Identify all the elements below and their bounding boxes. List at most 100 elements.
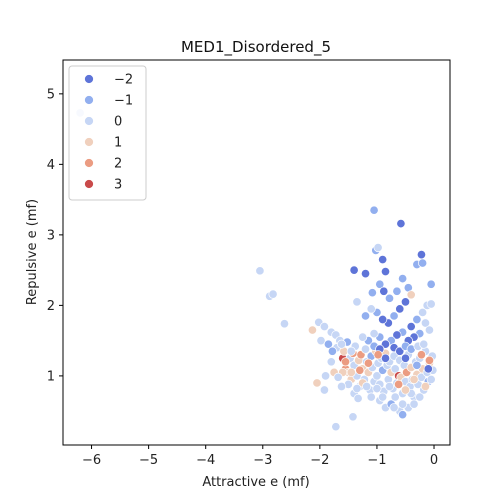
x-tick-label: −5 (139, 453, 158, 468)
x-tick-label: −1 (367, 453, 386, 468)
data-point (372, 384, 382, 394)
x-tick-label: −3 (253, 453, 272, 468)
data-point (366, 392, 376, 402)
data-point (420, 318, 431, 328)
data-point (424, 325, 434, 335)
data-point (384, 381, 395, 392)
legend-marker (84, 116, 94, 126)
data-point (355, 365, 365, 375)
data-point (380, 353, 391, 363)
data-point (348, 412, 358, 422)
data-point (409, 374, 419, 384)
y-tick-label: 2 (47, 299, 55, 314)
data-point (406, 321, 416, 332)
x-axis-ticks: −6 −5 −4 −3 −2 −1 0 (82, 445, 438, 468)
data-point (426, 374, 436, 384)
data-point (369, 329, 379, 339)
legend-entry: 1 (84, 136, 122, 151)
data-point (346, 346, 356, 356)
data-point (255, 266, 265, 276)
data-point (331, 422, 341, 432)
data-point (352, 297, 362, 307)
data-point (400, 353, 411, 363)
data-point (426, 279, 436, 289)
legend-entry: −2 (84, 73, 133, 88)
data-point (333, 372, 343, 382)
legend: −2 −1 0 1 2 3 (68, 65, 147, 201)
data-point (416, 250, 427, 260)
data-point (327, 346, 337, 356)
legend-marker (84, 179, 94, 189)
data-point (360, 344, 371, 354)
legend-label: 2 (114, 157, 122, 172)
data-point (406, 290, 416, 300)
data-point (412, 360, 422, 370)
data-point (326, 357, 336, 367)
data-point (378, 392, 388, 402)
points-layer (75, 108, 438, 432)
data-point (363, 358, 373, 368)
legend-entries: −2 −1 0 1 2 3 (84, 73, 133, 193)
data-point (321, 371, 331, 381)
data-point (392, 286, 402, 296)
y-tick-label: 4 (47, 158, 55, 173)
data-point (426, 299, 436, 309)
data-point (380, 266, 391, 277)
x-tick-label: −4 (196, 453, 215, 468)
chart-title: MED1_Disordered_5 (181, 38, 331, 57)
y-axis-label: Repulsive e (mf) (25, 199, 40, 305)
data-point (319, 321, 329, 332)
data-point (400, 385, 411, 395)
data-point (392, 330, 402, 340)
data-point (396, 219, 406, 229)
data-point (366, 304, 376, 314)
data-point (340, 357, 351, 367)
data-point (375, 279, 385, 289)
data-point (418, 307, 428, 317)
plot-frame (62, 59, 451, 446)
data-point (420, 381, 431, 392)
data-point (373, 243, 383, 253)
data-point (360, 269, 371, 279)
data-point (418, 258, 428, 268)
legend-box (68, 65, 147, 201)
data-point (312, 378, 322, 388)
data-point (423, 364, 433, 374)
data-point (419, 339, 429, 349)
data-point (390, 392, 400, 402)
data-point (352, 384, 362, 394)
data-point (372, 371, 382, 381)
data-point (279, 319, 290, 329)
legend-entry: −1 (84, 94, 133, 109)
data-point (346, 367, 356, 377)
x-tick-label: 0 (430, 453, 438, 468)
x-tick-label: −2 (310, 453, 329, 468)
data-point (389, 403, 399, 413)
y-tick-label: 1 (47, 369, 55, 384)
data-point (416, 350, 427, 360)
data-point (373, 350, 383, 360)
data-point (367, 288, 377, 298)
data-point (398, 274, 408, 284)
legend-label: 1 (114, 136, 122, 151)
data-point (424, 355, 434, 365)
data-point (398, 399, 408, 409)
legend-label: −1 (114, 94, 133, 109)
data-point (358, 332, 368, 342)
data-point (395, 304, 405, 314)
data-point (412, 314, 422, 325)
legend-label: 3 (114, 178, 122, 193)
y-tick-label: 5 (47, 87, 55, 102)
data-point (353, 393, 363, 404)
data-point (378, 314, 388, 325)
data-point (415, 392, 425, 402)
legend-entry: 2 (84, 157, 122, 172)
data-point (409, 399, 419, 409)
data-point (389, 311, 399, 321)
data-point (384, 293, 395, 303)
legend-marker (84, 137, 94, 147)
legend-label: −2 (114, 73, 133, 88)
data-point (349, 265, 359, 275)
data-point (378, 254, 388, 265)
